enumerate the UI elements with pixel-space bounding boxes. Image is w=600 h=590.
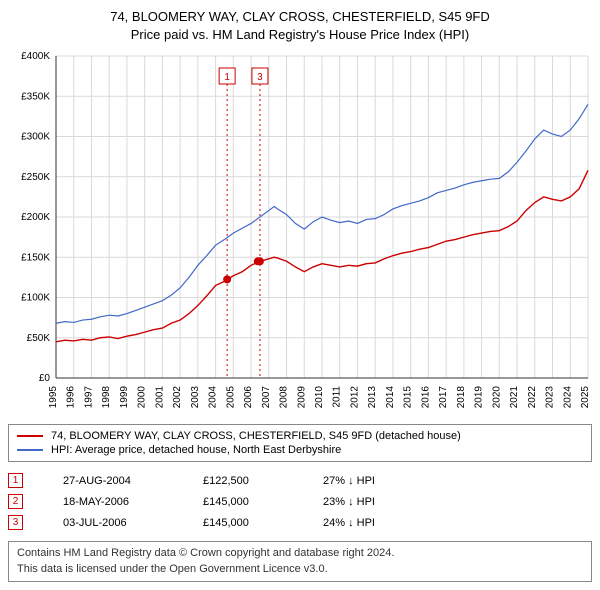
title-line-1: 74, BLOOMERY WAY, CLAY CROSS, CHESTERFIE… bbox=[8, 8, 592, 26]
svg-text:£100K: £100K bbox=[21, 293, 50, 304]
svg-text:2013: 2013 bbox=[367, 386, 378, 409]
svg-text:1996: 1996 bbox=[66, 386, 77, 409]
txn-price: £145,000 bbox=[203, 496, 283, 508]
svg-text:1: 1 bbox=[224, 72, 230, 83]
svg-text:2009: 2009 bbox=[296, 386, 307, 409]
txn-marker: 3 bbox=[8, 515, 23, 530]
txn-price: £122,500 bbox=[203, 475, 283, 487]
svg-text:3: 3 bbox=[257, 72, 263, 83]
transactions-table: 1 27-AUG-2004 £122,500 27% ↓ HPI 2 18-MAY-200… bbox=[8, 470, 592, 533]
svg-text:2012: 2012 bbox=[349, 386, 360, 409]
chart-title-block: 74, BLOOMERY WAY, CLAY CROSS, CHESTERFIE… bbox=[8, 8, 592, 44]
txn-date: 03-JUL-2006 bbox=[63, 517, 163, 529]
legend-item: 74, BLOOMERY WAY, CLAY CROSS, CHESTERFIE… bbox=[17, 429, 583, 443]
svg-text:2024: 2024 bbox=[562, 386, 573, 409]
svg-text:£300K: £300K bbox=[21, 132, 50, 143]
svg-text:2005: 2005 bbox=[225, 386, 236, 409]
footer-line-2: This data is licensed under the Open Gov… bbox=[17, 562, 583, 577]
svg-text:2019: 2019 bbox=[474, 386, 485, 409]
footer-line-1: Contains HM Land Registry data © Crown c… bbox=[17, 546, 583, 561]
txn-date: 18-MAY-2006 bbox=[63, 496, 163, 508]
txn-date: 27-AUG-2004 bbox=[63, 475, 163, 487]
svg-text:2025: 2025 bbox=[580, 386, 591, 409]
svg-text:2000: 2000 bbox=[137, 386, 148, 409]
transaction-row: 3 03-JUL-2006 £145,000 24% ↓ HPI bbox=[8, 512, 592, 533]
svg-text:1998: 1998 bbox=[101, 386, 112, 409]
svg-text:2002: 2002 bbox=[172, 386, 183, 409]
svg-text:2017: 2017 bbox=[438, 386, 449, 409]
title-line-2: Price paid vs. HM Land Registry's House … bbox=[8, 26, 592, 44]
svg-text:£200K: £200K bbox=[21, 212, 50, 223]
legend-swatch bbox=[17, 435, 43, 437]
transaction-row: 2 18-MAY-2006 £145,000 23% ↓ HPI bbox=[8, 491, 592, 512]
svg-text:£350K: £350K bbox=[21, 92, 50, 103]
transaction-row: 1 27-AUG-2004 £122,500 27% ↓ HPI bbox=[8, 470, 592, 491]
txn-delta: 23% ↓ HPI bbox=[323, 496, 413, 508]
svg-text:2014: 2014 bbox=[385, 386, 396, 409]
footer-attribution: Contains HM Land Registry data © Crown c… bbox=[8, 541, 592, 582]
svg-text:1995: 1995 bbox=[48, 386, 59, 409]
svg-text:£0: £0 bbox=[39, 373, 51, 384]
svg-text:£50K: £50K bbox=[27, 333, 51, 344]
svg-text:1997: 1997 bbox=[83, 386, 94, 409]
txn-delta: 24% ↓ HPI bbox=[323, 517, 413, 529]
svg-text:2011: 2011 bbox=[332, 386, 343, 408]
legend-label: 74, BLOOMERY WAY, CLAY CROSS, CHESTERFIE… bbox=[51, 430, 461, 442]
price-chart: £0 £50K £100K £150K £200K £250K £300K £350K £400… bbox=[8, 48, 592, 418]
svg-text:2006: 2006 bbox=[243, 386, 254, 409]
txn-marker: 1 bbox=[8, 473, 23, 488]
legend-swatch bbox=[17, 449, 43, 451]
svg-text:2020: 2020 bbox=[491, 386, 502, 409]
txn-marker: 2 bbox=[8, 494, 23, 509]
svg-text:2003: 2003 bbox=[190, 386, 201, 409]
svg-text:2015: 2015 bbox=[403, 386, 414, 409]
svg-text:2004: 2004 bbox=[208, 386, 219, 409]
txn-price: £145,000 bbox=[203, 517, 283, 529]
svg-text:2001: 2001 bbox=[154, 386, 165, 409]
svg-text:2018: 2018 bbox=[456, 386, 467, 409]
txn-delta: 27% ↓ HPI bbox=[323, 475, 413, 487]
legend-item: HPI: Average price, detached house, Nort… bbox=[17, 443, 583, 457]
svg-text:£250K: £250K bbox=[21, 172, 50, 183]
svg-text:2016: 2016 bbox=[420, 386, 431, 409]
legend-label: HPI: Average price, detached house, Nort… bbox=[51, 444, 341, 456]
svg-text:2010: 2010 bbox=[314, 386, 325, 409]
legend: 74, BLOOMERY WAY, CLAY CROSS, CHESTERFIE… bbox=[8, 424, 592, 462]
svg-text:2007: 2007 bbox=[261, 386, 272, 409]
svg-text:2022: 2022 bbox=[527, 386, 538, 409]
svg-text:2008: 2008 bbox=[279, 386, 290, 409]
svg-text:£400K: £400K bbox=[21, 51, 50, 62]
svg-text:2023: 2023 bbox=[545, 386, 556, 409]
svg-text:2021: 2021 bbox=[509, 386, 520, 409]
svg-text:£150K: £150K bbox=[21, 253, 50, 264]
svg-text:1999: 1999 bbox=[119, 386, 130, 409]
